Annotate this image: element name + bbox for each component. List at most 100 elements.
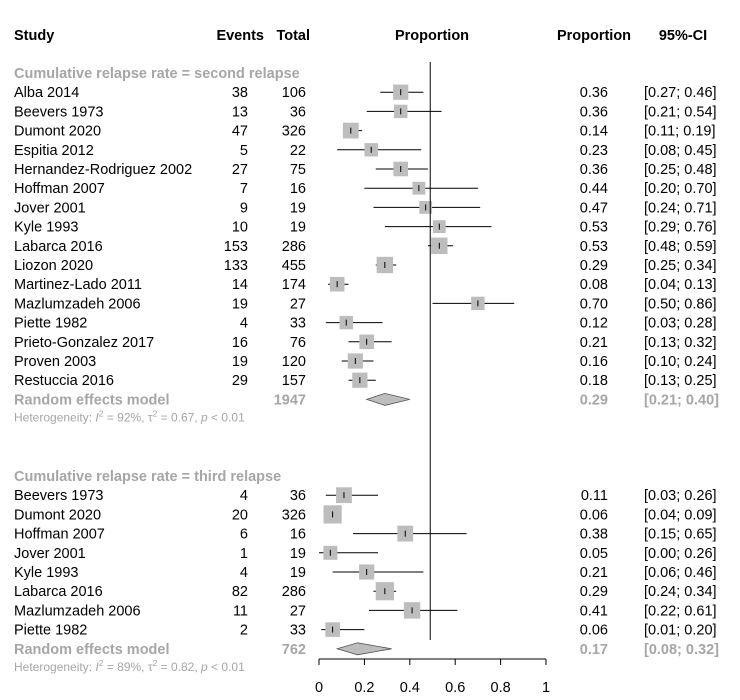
study-name: Jover 2001 [14, 200, 86, 216]
group-title: Cumulative relapse rate = third relapse [14, 469, 281, 485]
study-ci: [0.10; 0.24] [644, 354, 717, 370]
study-ci: [0.27; 0.46] [644, 85, 717, 101]
study-name: Martinez-Lado 2011 [14, 277, 142, 293]
study-name: Dumont 2020 [14, 124, 101, 140]
study-proportion: 0.29 [580, 258, 608, 274]
study-total: 16 [290, 527, 306, 543]
study-total: 36 [290, 104, 306, 120]
study-total: 19 [290, 546, 306, 562]
study-events: 5 [240, 143, 248, 159]
study-events: 19 [232, 296, 248, 312]
study-events: 10 [232, 220, 248, 236]
study-total: 27 [290, 296, 306, 312]
study-ci: [0.24; 0.34] [644, 584, 717, 600]
group-title: Cumulative relapse rate = second relapse [14, 66, 300, 82]
heterogeneity-text: Heterogeneity: I2 = 89%, τ2 = 0.82, p < … [14, 658, 245, 674]
study-total: 75 [290, 162, 306, 178]
study-proportion: 0.12 [580, 316, 608, 332]
x-tick-label: 0 [315, 680, 323, 696]
study-events: 7 [240, 181, 248, 197]
header-events: Events [216, 28, 264, 44]
study-name: Alba 2014 [14, 85, 79, 101]
study-proportion: 0.36 [580, 85, 608, 101]
het-superscript: 2 [153, 658, 158, 668]
pooled-diamond [365, 392, 410, 406]
study-events: 9 [240, 200, 248, 216]
het-superscript: 2 [99, 408, 104, 418]
pooled-total: 1947 [274, 392, 306, 408]
het-i2-symbol: I [95, 660, 99, 674]
het-i2-value: = 89%, [103, 660, 147, 674]
x-tick-label: 0.2 [354, 680, 374, 696]
header-plot: Proportion [395, 28, 469, 44]
study-name: Mazlumzadeh 2006 [14, 296, 141, 312]
study-ci: [0.24; 0.71] [644, 200, 717, 216]
study-total: 36 [290, 488, 306, 504]
study-proportion: 0.21 [580, 565, 608, 581]
study-total: 76 [290, 335, 306, 351]
het-prefix: Heterogeneity: [14, 410, 95, 424]
study-ci: [0.29; 0.76] [644, 220, 717, 236]
study-events: 4 [240, 488, 248, 504]
study-ci: [0.13; 0.25] [644, 373, 717, 389]
study-total: 22 [290, 143, 306, 159]
study-ci: [0.22; 0.61] [644, 603, 717, 619]
het-i2-symbol: I [95, 410, 99, 424]
het-tau-value: = 0.82, [157, 660, 201, 674]
pooled-diamond [335, 642, 392, 656]
study-name: Proven 2003 [14, 354, 96, 370]
study-proportion: 0.23 [580, 143, 608, 159]
study-total: 286 [282, 584, 306, 600]
study-total: 33 [290, 316, 306, 332]
study-name: Kyle 1993 [14, 220, 79, 236]
study-ci: [0.50; 0.86] [644, 296, 717, 312]
study-proportion: 0.16 [580, 354, 608, 370]
study-ci: [0.25; 0.34] [644, 258, 717, 274]
study-events: 29 [232, 373, 248, 389]
study-name: Espitia 2012 [14, 143, 94, 159]
study-name: Mazlumzadeh 2006 [14, 603, 141, 619]
study-total: 16 [290, 181, 306, 197]
study-total: 286 [282, 239, 306, 255]
study-proportion: 0.11 [581, 488, 608, 504]
study-ci: [0.01; 0.20] [644, 623, 717, 639]
study-proportion: 0.08 [580, 277, 608, 293]
study-proportion: 0.44 [580, 181, 608, 197]
study-name: Beevers 1973 [14, 104, 103, 120]
study-total: 120 [282, 354, 306, 370]
study-events: 16 [232, 335, 248, 351]
study-name: Hoffman 2007 [14, 527, 105, 543]
study-name: Beevers 1973 [14, 488, 103, 504]
study-proportion: 0.18 [580, 373, 608, 389]
study-ci: [0.11; 0.19] [644, 124, 715, 140]
pooled-label: Random effects model [14, 392, 170, 408]
study-name: Prieto-Gonzalez 2017 [14, 335, 154, 351]
study-proportion: 0.41 [580, 603, 608, 619]
study-name: Restuccia 2016 [14, 373, 114, 389]
study-proportion: 0.53 [580, 220, 608, 236]
study-total: 19 [290, 565, 306, 581]
study-ci: [0.13; 0.32] [644, 335, 717, 351]
study-proportion: 0.21 [580, 335, 608, 351]
het-superscript: 2 [153, 408, 158, 418]
pooled-ci: [0.21; 0.40] [644, 392, 719, 408]
study-events: 11 [233, 603, 248, 619]
x-tick-label: 0.4 [400, 680, 420, 696]
study-events: 47 [232, 124, 248, 140]
study-events: 14 [232, 277, 248, 293]
study-proportion: 0.38 [580, 527, 608, 543]
study-events: 19 [232, 354, 248, 370]
study-name: Dumont 2020 [14, 507, 101, 523]
pooled-proportion: 0.29 [580, 392, 608, 408]
study-name: Labarca 2016 [14, 239, 103, 255]
study-ci: [0.48; 0.59] [644, 239, 717, 255]
study-events: 4 [240, 316, 248, 332]
study-ci: [0.21; 0.54] [644, 104, 717, 120]
study-name: Piette 1982 [14, 316, 87, 332]
pooled-ci: [0.08; 0.32] [644, 642, 719, 658]
x-tick-label: 1 [542, 680, 550, 696]
study-total: 326 [282, 507, 306, 523]
pooled-proportion: 0.17 [580, 642, 608, 658]
study-name: Piette 1982 [14, 623, 87, 639]
study-name: Hoffman 2007 [14, 181, 105, 197]
